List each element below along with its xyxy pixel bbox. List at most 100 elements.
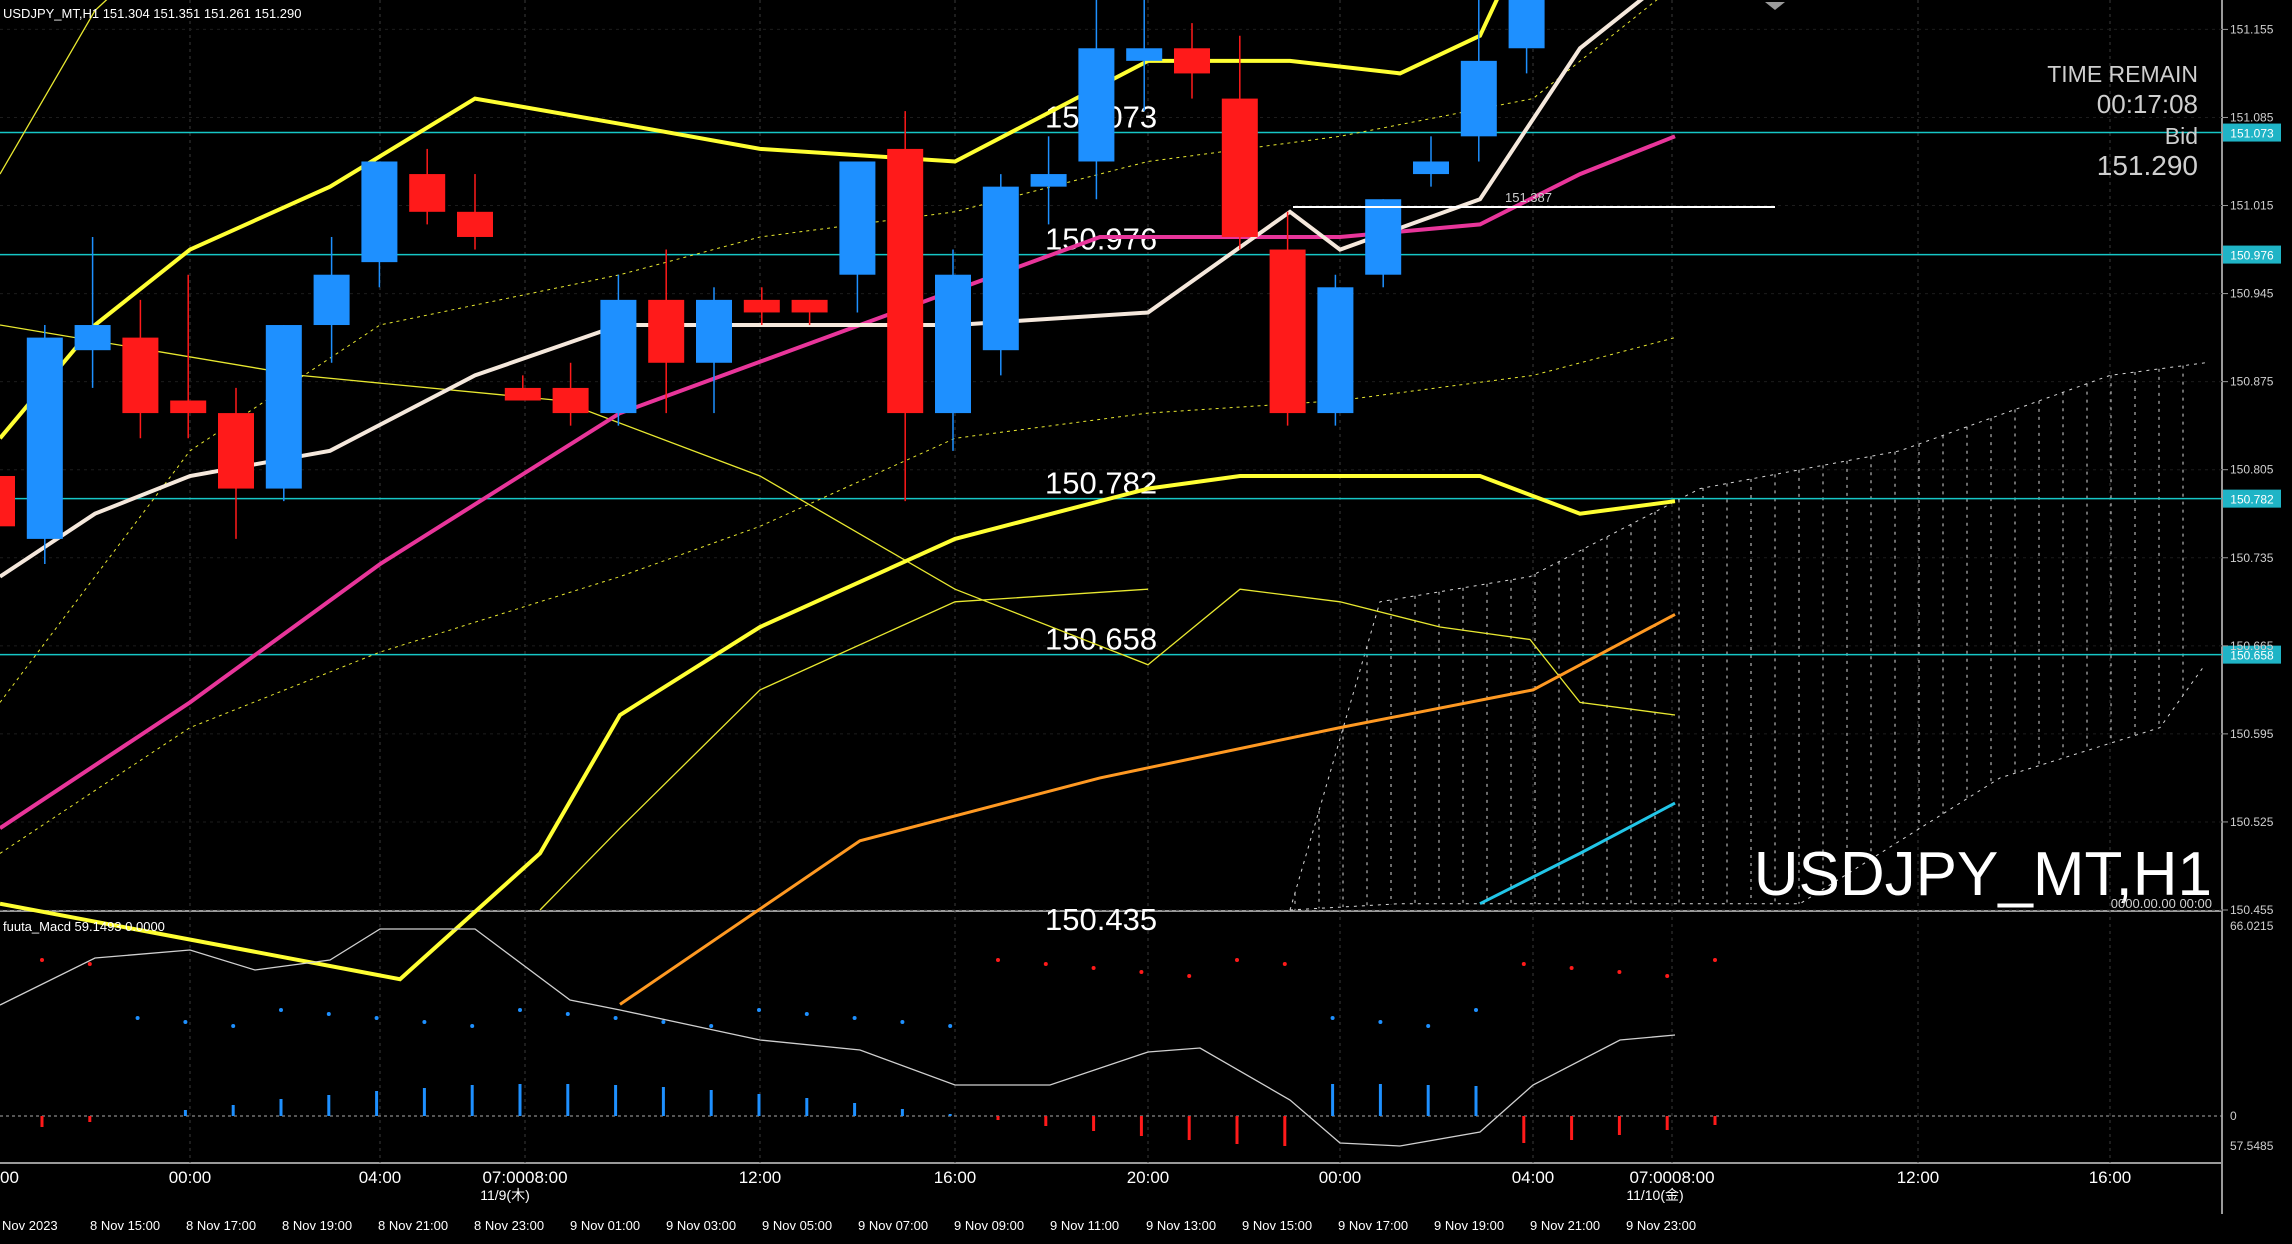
date-label: 9 Nov 07:00 — [858, 1218, 928, 1233]
macd-dot — [518, 1008, 522, 1012]
candle-bull — [982, 186, 1019, 351]
candle-bear — [409, 174, 446, 212]
macd-dot — [1139, 970, 1144, 974]
price-tick-label: 150.735 — [2230, 551, 2274, 565]
candle-bear — [552, 387, 589, 414]
level-price-tag — [2223, 245, 2281, 264]
macd-dot — [1521, 962, 1526, 966]
macd-signal-line — [0, 928, 1676, 1147]
candle-bear — [1221, 98, 1258, 237]
candle-bear — [170, 400, 207, 414]
macd-dot — [87, 962, 92, 966]
candle-bear — [218, 413, 254, 489]
date-label: 9 Nov 21:00 — [1530, 1218, 1600, 1233]
cloud-span-a — [1289, 362, 2206, 911]
date-label: 9 Nov 13:00 — [1146, 1218, 1216, 1233]
time-axis: 00 00:00 04:00 07:0008:00 12:00 16:00 20:00 00:… — [0, 1168, 2131, 1233]
dotted-band-lower — [0, 337, 1676, 854]
bid-label: Bid — [2165, 123, 2198, 149]
date-label: 9 Nov 23:00 — [1626, 1218, 1696, 1233]
candle-bear — [887, 148, 924, 414]
macd-axis-label: 57.5485 — [2230, 1139, 2274, 1153]
macd-dot — [661, 1020, 666, 1024]
time-label: 12:00 — [1897, 1168, 1940, 1187]
price-tick-label: 150.875 — [2230, 375, 2274, 389]
candle-bear — [791, 299, 828, 313]
date-label: 8 Nov 17:00 — [186, 1218, 256, 1233]
macd-dot — [470, 1024, 475, 1028]
macd-dot — [900, 1020, 905, 1024]
candle-bear — [743, 299, 780, 313]
macd-dot — [1665, 974, 1670, 978]
macd-dot — [565, 1012, 570, 1016]
chart-shift-marker[interactable] — [1765, 2, 1785, 10]
candle-bull — [361, 161, 398, 263]
level-label: 150.658 — [1045, 622, 1157, 657]
time-label: 04:00 — [359, 1168, 402, 1187]
macd-dot — [804, 1012, 809, 1016]
time-label: 07:0008:00 — [482, 1168, 567, 1187]
level-price-tag-text: 151.073 — [2230, 127, 2274, 141]
date-label: 9 Nov 19:00 — [1434, 1218, 1504, 1233]
candle-bear — [1269, 249, 1306, 414]
candle-bear — [504, 387, 541, 401]
macd-dot — [422, 1020, 427, 1024]
date-label: 9 Nov 05:00 — [762, 1218, 832, 1233]
level-label: 150.782 — [1045, 466, 1157, 501]
macd-dot — [279, 1008, 283, 1012]
candle-bull — [1413, 161, 1449, 175]
candle-bear — [648, 299, 685, 363]
macd-dot — [374, 1016, 379, 1020]
macd-dot — [183, 1020, 188, 1024]
candle-bull — [1317, 287, 1354, 414]
macd-dot — [1330, 1016, 1335, 1020]
macd-axis-label: 0 — [2230, 1109, 2237, 1123]
time-remain-title: TIME REMAIN — [2047, 61, 2198, 87]
macd-dot — [613, 1016, 618, 1020]
macd-dot — [1235, 958, 1239, 962]
price-tick-label: 150.805 — [2230, 463, 2274, 477]
time-remain-value: 00:17:08 — [2097, 89, 2198, 119]
macd-dot — [1378, 1020, 1383, 1024]
macd-dot — [1617, 970, 1622, 974]
macd-dot — [40, 958, 44, 962]
macd-dot — [1713, 958, 1717, 962]
macd-panel — [0, 928, 2222, 1147]
time-label: 12:00 — [739, 1168, 782, 1187]
time-label: 00 — [0, 1168, 19, 1187]
high-marker-label: 151.387 — [1505, 190, 1552, 205]
candle-bull — [26, 337, 63, 539]
candle-bull — [696, 299, 732, 363]
date-label: 8 Nov 23:00 — [474, 1218, 544, 1233]
candle-bull — [313, 274, 350, 326]
level-label: 150.435 — [1045, 902, 1157, 937]
macd-dot — [1474, 1008, 1478, 1012]
candle-bull — [1126, 48, 1163, 61]
level-price-tag-text: 150.658 — [2230, 649, 2274, 663]
date-label: 9 Nov 17:00 — [1338, 1218, 1408, 1233]
price-tick-label: 150.455 — [2230, 903, 2274, 917]
time-label: 04:00 — [1512, 1168, 1555, 1187]
candle-bull — [74, 325, 111, 351]
candle-bull — [1365, 199, 1402, 275]
candle-bull — [839, 161, 876, 275]
time-label: 20:00 — [1127, 1168, 1170, 1187]
macd-dot — [1043, 962, 1048, 966]
time-label: 00:00 — [1319, 1168, 1362, 1187]
date-label: 9 Nov 01:00 — [570, 1218, 640, 1233]
candle-bull — [935, 274, 971, 414]
price-tick-label: 150.525 — [2230, 815, 2274, 829]
candle-bull — [1508, 0, 1545, 49]
candle-bull — [1078, 48, 1115, 162]
date-label: 9 Nov 15:00 — [1242, 1218, 1312, 1233]
macd-dot — [948, 1024, 953, 1028]
macd-dot — [1569, 966, 1574, 970]
symbol-header: USDJPY_MT,H1 151.304 151.351 151.261 151… — [3, 6, 302, 21]
date-label: 8 Nov 15:00 — [90, 1218, 160, 1233]
macd-dot — [996, 958, 1000, 962]
symbol-watermark: USDJPY_MT,H1 — [1754, 840, 2212, 909]
macd-dot — [757, 1008, 761, 1012]
date-label: 8 Nov 21:00 — [378, 1218, 448, 1233]
time-label: 16:00 — [2089, 1168, 2132, 1187]
